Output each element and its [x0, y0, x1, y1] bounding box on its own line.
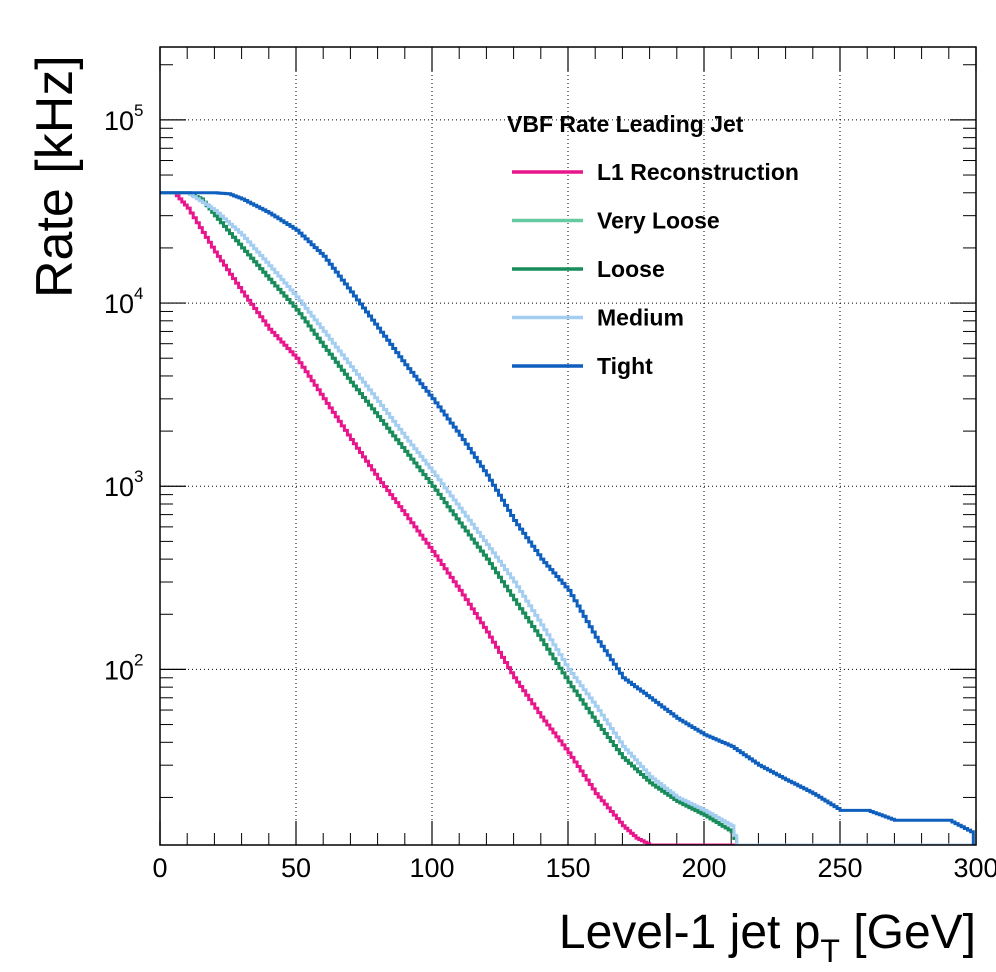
x-axis-title-subscript: T: [820, 933, 840, 969]
legend-label: L1 Reconstruction: [597, 159, 799, 185]
x-tick-label: 100: [409, 853, 454, 883]
y-tick-label: 102: [104, 650, 144, 685]
plot-frame: [159, 46, 977, 846]
x-axis-title-unit: [GeV]: [840, 906, 976, 959]
y-tick-base: 10: [104, 472, 134, 502]
series-line: [160, 191, 739, 845]
x-tick-label: 0: [152, 853, 167, 883]
x-tick-label: 150: [545, 853, 590, 883]
legend-label: Tight: [597, 353, 653, 379]
x-tick-label: 50: [281, 853, 311, 883]
series-line: [160, 191, 976, 845]
legend-title: VBF Rate Leading Jet: [507, 111, 744, 137]
grid-lines: [160, 47, 976, 845]
y-tick-label: 104: [104, 284, 144, 319]
y-tick-exponent: 3: [134, 467, 143, 486]
legend-label: Very Loose: [597, 208, 720, 234]
series-layer: [160, 191, 976, 845]
x-tick-label: 300: [953, 853, 996, 883]
x-axis-title: Level-1 jet pT [GeV]: [559, 906, 976, 969]
axis-ticks: [159, 47, 977, 845]
series-line: [160, 191, 739, 845]
legend-label: Medium: [597, 305, 684, 331]
y-tick-exponent: 2: [134, 650, 143, 669]
legend: VBF Rate Leading Jet L1 Reconstruction Ve…: [507, 111, 799, 379]
y-tick-base: 10: [104, 289, 134, 319]
x-tick-label: 200: [681, 853, 726, 883]
y-tick-base: 10: [104, 655, 134, 685]
y-tick-base: 10: [104, 106, 134, 136]
y-tick-label: 103: [104, 467, 144, 502]
y-tick-label: 105: [104, 101, 144, 136]
x-axis-title-main: Level-1 jet p: [559, 906, 821, 959]
x-tick-label: 250: [817, 853, 862, 883]
series-line: [160, 191, 975, 845]
y-axis-title: Rate [kHz]: [26, 55, 84, 298]
x-tick-labels: 0 50 100 150 200 250 300: [152, 853, 996, 883]
y-tick-exponent: 5: [134, 101, 143, 120]
legend-label: Loose: [597, 256, 665, 282]
series-line: [160, 191, 737, 845]
y-tick-exponent: 4: [134, 284, 143, 303]
